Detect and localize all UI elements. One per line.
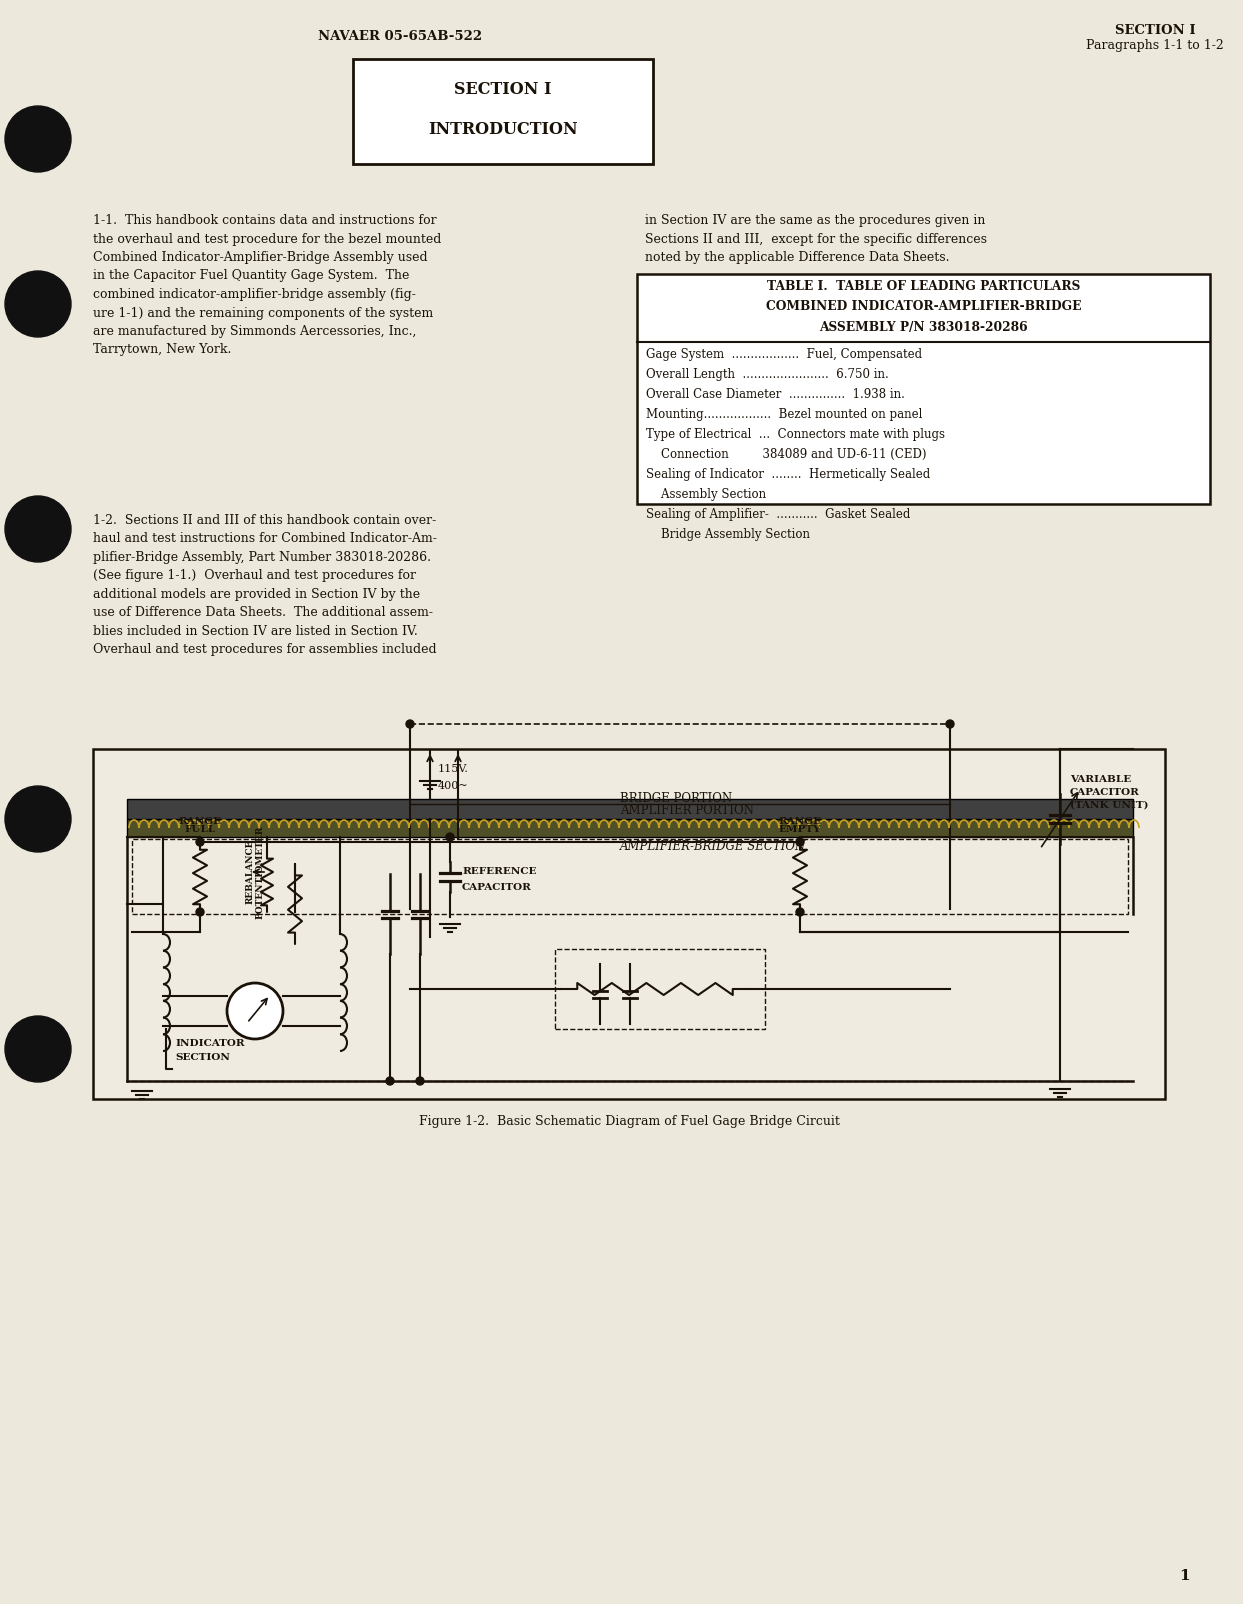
Text: AMPLIFIER-BRIDGE SECTION: AMPLIFIER-BRIDGE SECTION xyxy=(620,840,807,853)
Text: CAPACITOR: CAPACITOR xyxy=(462,882,532,892)
Circle shape xyxy=(946,720,953,728)
Text: Type of Electrical  ...  Connectors mate with plugs: Type of Electrical ... Connectors mate w… xyxy=(646,428,945,441)
Text: FULL: FULL xyxy=(184,824,215,834)
Bar xyxy=(636,274,1209,504)
Text: Gage System  ..................  Fuel, Compensated: Gage System .................. Fuel, Com… xyxy=(646,348,922,361)
Text: NAVAER 05-65AB-522: NAVAER 05-65AB-522 xyxy=(318,30,482,43)
Text: TABLE I.  TABLE OF LEADING PARTICULARS: TABLE I. TABLE OF LEADING PARTICULARS xyxy=(767,281,1080,294)
Circle shape xyxy=(5,496,71,561)
Text: REFERENCE: REFERENCE xyxy=(462,868,537,876)
Circle shape xyxy=(387,1076,394,1084)
Text: (TANK UNIT): (TANK UNIT) xyxy=(1070,800,1149,810)
Text: Bridge Assembly Section: Bridge Assembly Section xyxy=(646,528,810,541)
Text: CAPACITOR: CAPACITOR xyxy=(1070,788,1140,797)
Circle shape xyxy=(196,837,204,845)
Circle shape xyxy=(5,271,71,337)
Text: 400~: 400~ xyxy=(438,781,469,791)
Text: RANGE: RANGE xyxy=(778,816,822,826)
Circle shape xyxy=(406,720,414,728)
Text: ASSEMBLY P/N 383018-20286: ASSEMBLY P/N 383018-20286 xyxy=(819,321,1028,334)
Circle shape xyxy=(227,983,283,1039)
Circle shape xyxy=(796,908,804,916)
Text: SECTION I: SECTION I xyxy=(454,80,552,98)
Text: INDICATOR: INDICATOR xyxy=(175,1039,245,1049)
Circle shape xyxy=(196,908,204,916)
Text: Overall Case Diameter  ...............  1.938 in.: Overall Case Diameter ............... 1.… xyxy=(646,388,905,401)
Text: Assembly Section: Assembly Section xyxy=(646,488,766,500)
Circle shape xyxy=(5,1015,71,1083)
Circle shape xyxy=(5,786,71,852)
Text: COMBINED INDICATOR-AMPLIFIER-BRIDGE: COMBINED INDICATOR-AMPLIFIER-BRIDGE xyxy=(766,300,1081,313)
Text: Mounting..................  Bezel mounted on panel: Mounting.................. Bezel mounted… xyxy=(646,407,922,420)
Bar xyxy=(132,839,1127,914)
Text: 115V.: 115V. xyxy=(438,764,469,775)
Text: 1-1.  This handbook contains data and instructions for
the overhaul and test pro: 1-1. This handbook contains data and ins… xyxy=(93,213,441,356)
Text: SECTION: SECTION xyxy=(175,1054,230,1062)
Circle shape xyxy=(5,106,71,172)
Text: 1: 1 xyxy=(1180,1569,1191,1583)
Text: BRIDGE PORTION: BRIDGE PORTION xyxy=(620,792,732,805)
Bar xyxy=(93,749,1165,1099)
Text: Overall Length  .......................  6.750 in.: Overall Length ....................... 6… xyxy=(646,367,889,382)
Bar xyxy=(127,820,1134,837)
Text: SECTION I: SECTION I xyxy=(1115,24,1196,37)
Text: RANGE: RANGE xyxy=(179,816,221,826)
Bar xyxy=(353,59,653,164)
Bar xyxy=(556,950,764,1030)
Circle shape xyxy=(796,837,804,845)
Text: REBALANCE
POTENTIOMETER: REBALANCE POTENTIOMETER xyxy=(245,826,265,919)
Bar xyxy=(127,799,1134,820)
Text: in Section IV are the same as the procedures given in
Sections II and III,  exce: in Section IV are the same as the proced… xyxy=(645,213,987,265)
Text: Figure 1-2.  Basic Schematic Diagram of Fuel Gage Bridge Circuit: Figure 1-2. Basic Schematic Diagram of F… xyxy=(419,1115,839,1128)
Circle shape xyxy=(446,832,454,840)
Text: Connection         384089 and UD-6-11 (CED): Connection 384089 and UD-6-11 (CED) xyxy=(646,448,926,460)
Text: INTRODUCTION: INTRODUCTION xyxy=(428,120,578,138)
Text: AMPLIFIER PORTION: AMPLIFIER PORTION xyxy=(620,805,753,818)
Text: Sealing of Amplifier-  ...........  Gasket Sealed: Sealing of Amplifier- ........... Gasket… xyxy=(646,508,910,521)
Text: Paragraphs 1-1 to 1-2: Paragraphs 1-1 to 1-2 xyxy=(1086,40,1224,53)
Circle shape xyxy=(416,1076,424,1084)
Text: VARIABLE: VARIABLE xyxy=(1070,775,1131,784)
Text: Sealing of Indicator  ........  Hermetically Sealed: Sealing of Indicator ........ Hermetical… xyxy=(646,468,930,481)
Text: EMPTY: EMPTY xyxy=(779,824,822,834)
Text: 1-2.  Sections II and III of this handbook contain over-
haul and test instructi: 1-2. Sections II and III of this handboo… xyxy=(93,513,436,656)
